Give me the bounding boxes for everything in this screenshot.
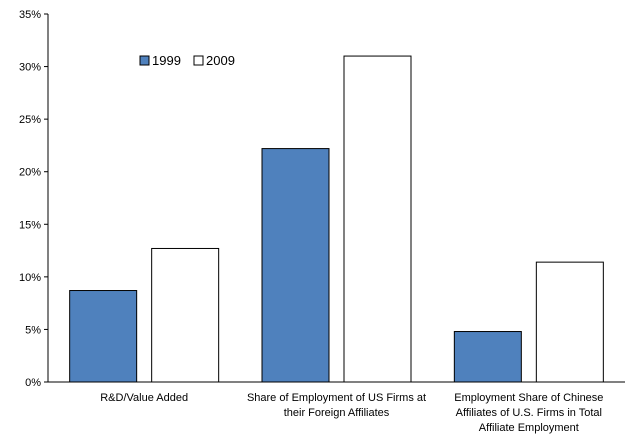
y-tick-label: 5% <box>25 324 41 336</box>
bar-2009 <box>535 261 604 383</box>
legend-swatch-1999 <box>139 55 150 66</box>
x-axis: R&D/Value Added Share of Employment of US… <box>48 381 625 434</box>
x-category-label: Affiliate Employment <box>479 422 579 434</box>
bars <box>69 55 604 383</box>
y-tick-label: 20% <box>19 167 41 179</box>
bar-1999 <box>453 331 522 383</box>
legend-label-2009: 2009 <box>206 53 235 68</box>
y-tick-label: 25% <box>19 114 41 126</box>
legend-label-1999: 1999 <box>152 53 181 68</box>
x-category-label: their Foreign Affiliates <box>284 407 390 419</box>
x-category-label: Employment Share of Chinese <box>454 392 603 404</box>
y-tick-label: 35% <box>19 9 41 21</box>
bar-2009 <box>343 55 412 383</box>
legend-swatch-2009 <box>193 55 204 66</box>
x-category-label: Share of Employment of US Firms at <box>247 392 426 404</box>
bar-1999 <box>261 148 330 383</box>
y-tick-label: 10% <box>19 272 41 284</box>
x-category-label: Affiliates of U.S. Firms in Total <box>456 407 602 419</box>
bar-2009 <box>151 247 220 383</box>
bar-1999 <box>69 290 138 383</box>
y-axis: 0% 5% 10% 15% 20% 25% 30% 35% <box>19 9 49 389</box>
y-tick-label: 15% <box>19 219 41 231</box>
y-tick-label: 30% <box>19 62 41 74</box>
x-category-label: R&D/Value Added <box>100 392 188 404</box>
legend: 1999 2009 <box>139 53 235 68</box>
y-tick-label: 0% <box>25 377 41 389</box>
